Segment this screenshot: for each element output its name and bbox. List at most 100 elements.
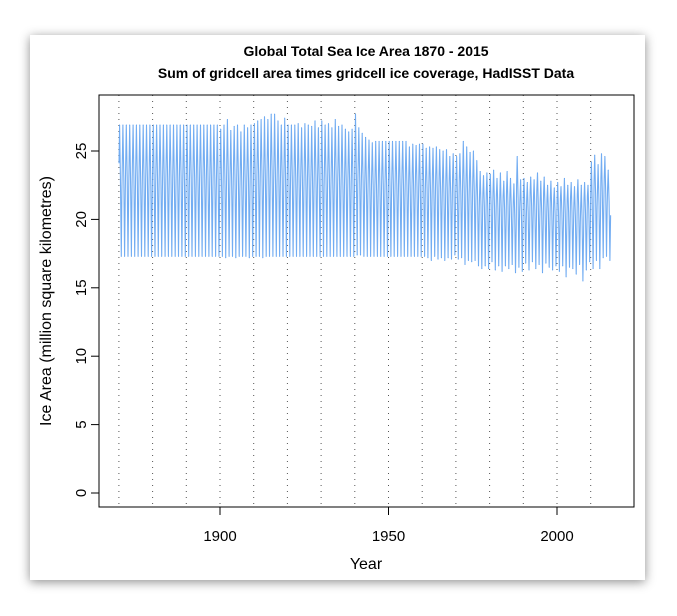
annual-min-point: [393, 255, 395, 257]
annual-max-point: [570, 181, 572, 183]
annual-min-point: [258, 255, 260, 257]
annual-min-point: [542, 272, 544, 274]
annual-max-point: [240, 131, 242, 133]
annual-max-point: [574, 186, 576, 188]
annual-max-point: [466, 146, 468, 148]
annual-min-point: [120, 255, 122, 257]
annual-max-point: [590, 161, 592, 163]
annual-max-point: [486, 172, 488, 174]
annual-max-point: [412, 143, 414, 145]
annual-max-point: [237, 124, 239, 126]
annual-max-point: [149, 124, 151, 126]
annual-min-point: [589, 261, 591, 263]
annual-max-point: [328, 123, 330, 125]
annual-min-point: [464, 264, 466, 266]
annual-min-point: [430, 259, 432, 261]
annual-max-point: [435, 146, 437, 148]
annual-max-point: [536, 172, 538, 174]
annual-min-point: [491, 261, 493, 263]
annual-min-point: [198, 255, 200, 257]
annual-max-point: [449, 155, 451, 157]
annual-max-point: [334, 119, 336, 121]
annual-min-point: [376, 255, 378, 257]
annual-max-point: [186, 124, 188, 126]
annual-max-point: [216, 124, 218, 126]
annual-max-point: [351, 128, 353, 130]
annual-min-point: [353, 255, 355, 257]
annual-min-point: [370, 255, 372, 257]
annual-max-point: [253, 123, 255, 125]
annual-max-point: [526, 181, 528, 183]
annual-max-point: [560, 186, 562, 188]
annual-max-point: [307, 124, 309, 126]
annual-min-point: [474, 259, 476, 261]
annual-max-point: [341, 124, 343, 126]
annual-max-point: [597, 164, 599, 166]
annual-min-point: [188, 255, 190, 257]
annual-min-point: [444, 259, 446, 261]
annual-max-point: [142, 124, 144, 126]
chart-subtitle: Sum of gridcell area times gridcell ice …: [158, 65, 574, 81]
annual-min-point: [494, 269, 496, 271]
annual-max-point: [338, 125, 340, 127]
annual-max-point: [287, 124, 289, 126]
x-axis-label: Year: [350, 556, 383, 573]
annual-min-point: [130, 255, 132, 257]
annual-max-point: [439, 149, 441, 151]
annual-min-point: [191, 255, 193, 257]
annual-max-point: [257, 120, 259, 122]
annual-min-point: [194, 255, 196, 257]
y-tick-label: 5: [73, 420, 90, 428]
annual-max-point: [183, 124, 185, 126]
annual-max-point: [388, 140, 390, 142]
annual-min-point: [157, 255, 159, 257]
annual-max-point: [523, 177, 525, 179]
annual-max-point: [520, 179, 522, 181]
annual-max-point: [398, 140, 400, 142]
annual-min-point: [582, 280, 584, 282]
annual-min-point: [434, 255, 436, 257]
annual-min-point: [299, 255, 301, 257]
annual-max-point: [156, 124, 158, 126]
annual-min-point: [562, 265, 564, 267]
annual-max-point: [119, 124, 121, 126]
annual-min-point: [363, 255, 365, 257]
annual-min-point: [356, 254, 358, 256]
annual-min-point: [289, 255, 291, 257]
annual-min-point: [255, 255, 257, 257]
annual-min-point: [558, 270, 560, 272]
annual-max-point: [304, 123, 306, 125]
annual-min-point: [265, 255, 267, 257]
annual-max-point: [580, 184, 582, 186]
annual-max-point: [317, 127, 319, 129]
annual-max-point: [503, 180, 505, 182]
annual-min-point: [275, 255, 277, 257]
annual-min-point: [606, 255, 608, 257]
annual-min-point: [477, 265, 479, 267]
annual-max-point: [210, 124, 212, 126]
annual-min-point: [349, 255, 351, 257]
annual-min-point: [380, 255, 382, 257]
annual-min-point: [572, 268, 574, 270]
annual-min-point: [140, 255, 142, 257]
annual-min-point: [535, 268, 537, 270]
annual-min-point: [164, 255, 166, 257]
annual-min-point: [427, 257, 429, 259]
annual-max-point: [139, 124, 141, 126]
annual-max-point: [206, 124, 208, 126]
annual-max-point: [368, 139, 370, 141]
annual-min-point: [451, 258, 453, 260]
annual-min-point: [312, 255, 314, 257]
annual-max-point: [162, 124, 164, 126]
annual-max-point: [604, 155, 606, 157]
annual-max-point: [567, 184, 569, 186]
annual-min-point: [309, 255, 311, 257]
annual-min-point: [174, 255, 176, 257]
annual-min-point: [467, 259, 469, 261]
annual-max-point: [354, 113, 356, 115]
annual-max-point: [129, 124, 131, 126]
annual-max-point: [233, 125, 235, 127]
annual-max-point: [483, 175, 485, 177]
annual-min-point: [390, 255, 392, 257]
annual-max-point: [223, 124, 225, 126]
